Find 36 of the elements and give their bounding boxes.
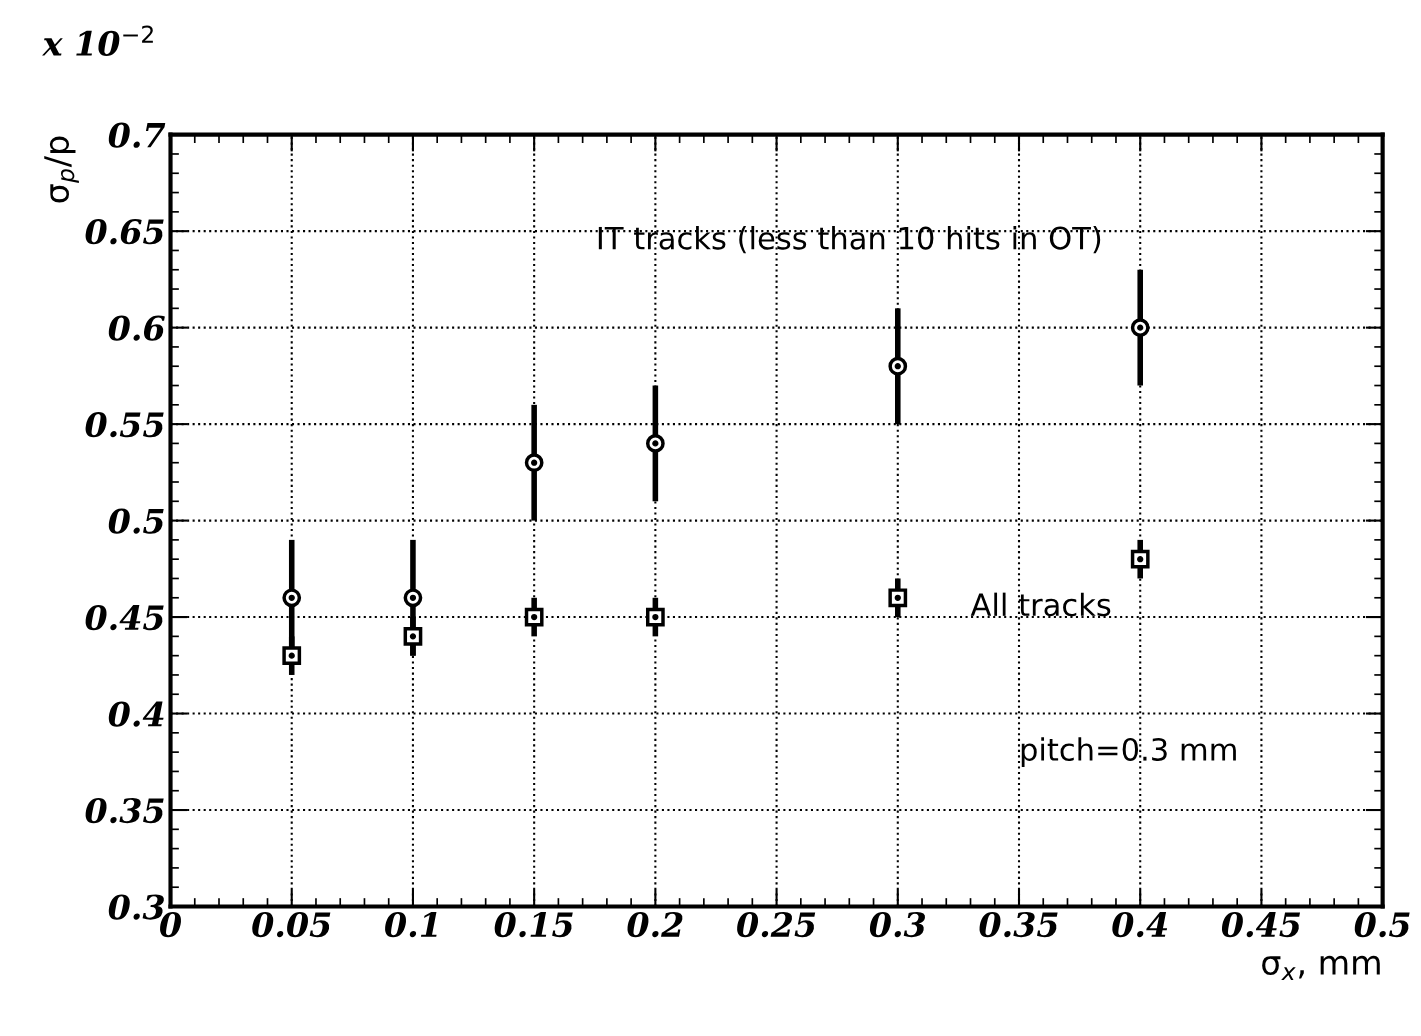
y-tick-label: 0.45 [85, 604, 164, 631]
point [403, 588, 423, 608]
point [1130, 318, 1150, 338]
x-tick-label: 0.25 [737, 911, 816, 938]
text: IT tracks (less than 10 hits in OT) [598, 226, 1101, 254]
y-tick-label: 0.35 [85, 797, 164, 824]
annotation: pitch=0.3 mm [1021, 737, 1236, 767]
y-tick-label: 0.4 [108, 701, 164, 727]
x-tick-label: 0.4 [1112, 911, 1168, 938]
y-tick-label: 0.55 [85, 412, 164, 438]
point [282, 588, 302, 608]
point [888, 588, 908, 608]
x-tick-label: 0.45 [1221, 911, 1301, 938]
x-axis-title: σ$_{x}$, mm [1262, 955, 1380, 980]
y-tick-label: 0.7 [108, 122, 166, 148]
y-axis-title: σ$_{p}$/p [44, 136, 79, 203]
x-tick-label: 0.05 [252, 911, 331, 938]
point [645, 434, 665, 453]
y-tick-label: 0.65 [85, 219, 164, 245]
point [1130, 549, 1150, 569]
point [888, 356, 908, 376]
x-tick-label: 0.15 [494, 911, 573, 938]
point [524, 453, 544, 473]
point [282, 646, 302, 666]
x-tick-label: 0.3 [869, 911, 926, 938]
y-tick-label: 0.5 [108, 508, 164, 534]
series-label: All tracks [970, 592, 1111, 617]
x-tick-label: 0.2 [627, 911, 683, 938]
x-tick-label: 0.5 [1354, 911, 1410, 938]
point [524, 607, 544, 627]
x-tick-label: 0.1 [385, 911, 437, 938]
y-tick-label: 0.6 [108, 315, 165, 341]
point [645, 607, 665, 627]
point [403, 626, 423, 646]
text: x 10$^{−2}$ [42, 25, 153, 57]
x-tick-label: 0.35 [979, 911, 1058, 938]
